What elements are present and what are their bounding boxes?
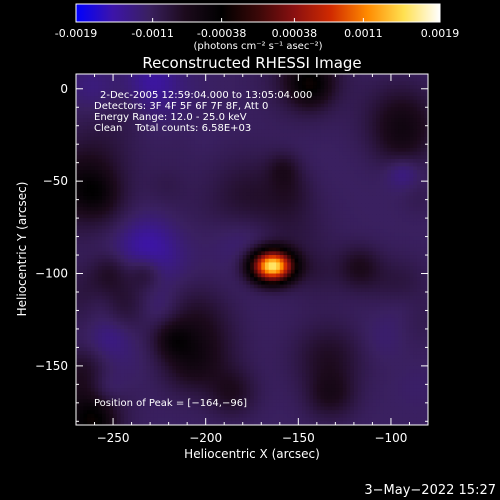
x-tick-label: −200 — [189, 431, 222, 445]
y-tick-label: −150 — [35, 359, 68, 373]
y-axis-label: Heliocentric Y (arcsec) — [15, 182, 29, 317]
time-range-annotation: 2-Dec-2005 12:59:04.000 to 13:05:04.000 — [100, 90, 312, 101]
peak-position-annotation: Position of Peak = [−164,−96] — [94, 398, 247, 409]
plot-datestamp: 3−May−2022 15:27 — [364, 483, 496, 498]
y-tick-label: 0 — [60, 82, 68, 96]
colorbar-unit-label: (photons cm⁻² s⁻¹ asec⁻²) — [193, 41, 322, 52]
clean-annotation: Clean Total counts: 6.58E+03 — [94, 123, 251, 134]
colorbar-ticks: -0.0019 -0.0011 -0.00038 0.00038 0.0011 0.001… — [55, 18, 459, 40]
colorbar — [76, 4, 440, 22]
plot-frame — [75, 73, 429, 426]
x-axis-label: Heliocentric X (arcsec) — [184, 447, 320, 461]
chart-title: Reconstructed RHESSI Image — [142, 54, 361, 72]
x-tick-label: −250 — [97, 431, 130, 445]
energy-range-annotation: Energy Range: 12.0 - 25.0 keV — [94, 112, 247, 123]
x-tick-label: −100 — [374, 431, 407, 445]
colorbar-frame — [75, 3, 441, 23]
colorbar-tick-label: 0.0011 — [344, 27, 383, 40]
colorbar-tick-label: -0.00038 — [197, 27, 246, 40]
colorbar-tick-label: -0.0011 — [131, 27, 173, 40]
colorbar-tick-label: 0.0019 — [421, 27, 460, 40]
colorbar-tick-label: -0.0019 — [55, 27, 97, 40]
detectors-annotation: Detectors: 3F 4F 5F 6F 7F 8F, Att 0 — [94, 101, 268, 112]
colorbar-tick-label: 0.00038 — [272, 27, 318, 40]
y-tick-label: −100 — [35, 267, 68, 281]
plot-area — [76, 74, 428, 425]
y-tick-label: −50 — [43, 174, 68, 188]
x-tick-label: −150 — [282, 431, 315, 445]
image-pixels — [76, 74, 428, 425]
axis-ticks: −250 −200 −150 −100 0 −50 −100 −150 — [35, 74, 429, 445]
